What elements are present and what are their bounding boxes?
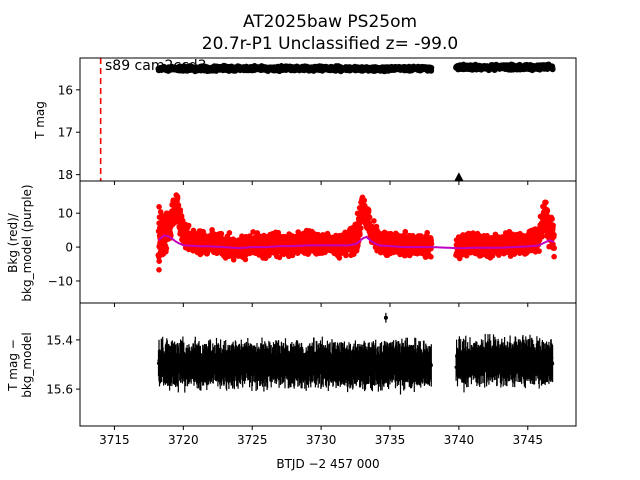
bkg-point: [357, 232, 363, 238]
bkg-point: [371, 218, 377, 224]
bkg-point: [174, 193, 181, 200]
mag-point: [549, 66, 556, 73]
middle-panel-data: [155, 192, 557, 273]
bkg-point: [185, 222, 192, 229]
title-line2: 20.7r-P1 Unclassified z= -99.0: [202, 34, 458, 54]
bkg-point: [365, 208, 372, 215]
bkg-point: [536, 248, 542, 254]
bkg-point: [156, 267, 162, 273]
bkg-point: [428, 241, 435, 247]
bkg-point: [402, 228, 409, 235]
bkg-point: [156, 258, 162, 265]
upper-limit-marker: [454, 172, 464, 181]
bkg-point: [550, 222, 556, 229]
mag-point: [428, 64, 435, 71]
title-line1: AT2025baw PS25om: [243, 12, 417, 32]
bkg-point: [275, 229, 282, 236]
bkg-point: [551, 253, 557, 260]
bkg-point: [551, 245, 557, 251]
bkg-point: [294, 250, 301, 256]
bkg-point: [544, 208, 551, 214]
bkg-point: [175, 202, 182, 208]
bkg-point: [551, 232, 557, 238]
bkg-point: [358, 225, 364, 231]
bkg-point: [163, 245, 170, 252]
bkg-point: [361, 197, 368, 204]
bkg-point: [156, 204, 162, 210]
bkg-point: [230, 257, 237, 263]
bkg-point: [250, 229, 256, 235]
bkg-point: [549, 216, 555, 222]
bkg-point: [218, 230, 225, 237]
bkg-point: [178, 213, 185, 219]
bkg-point: [366, 214, 373, 220]
bkg-point: [428, 253, 434, 260]
bkg-point: [157, 209, 164, 215]
bkg-point: [543, 199, 549, 206]
middle-panel-points: [155, 192, 557, 273]
top-panel-data: [99, 58, 556, 181]
bkg-point: [177, 207, 184, 213]
bkg-point: [276, 254, 283, 261]
bkg-point: [242, 256, 249, 263]
bkg-point: [226, 230, 233, 236]
